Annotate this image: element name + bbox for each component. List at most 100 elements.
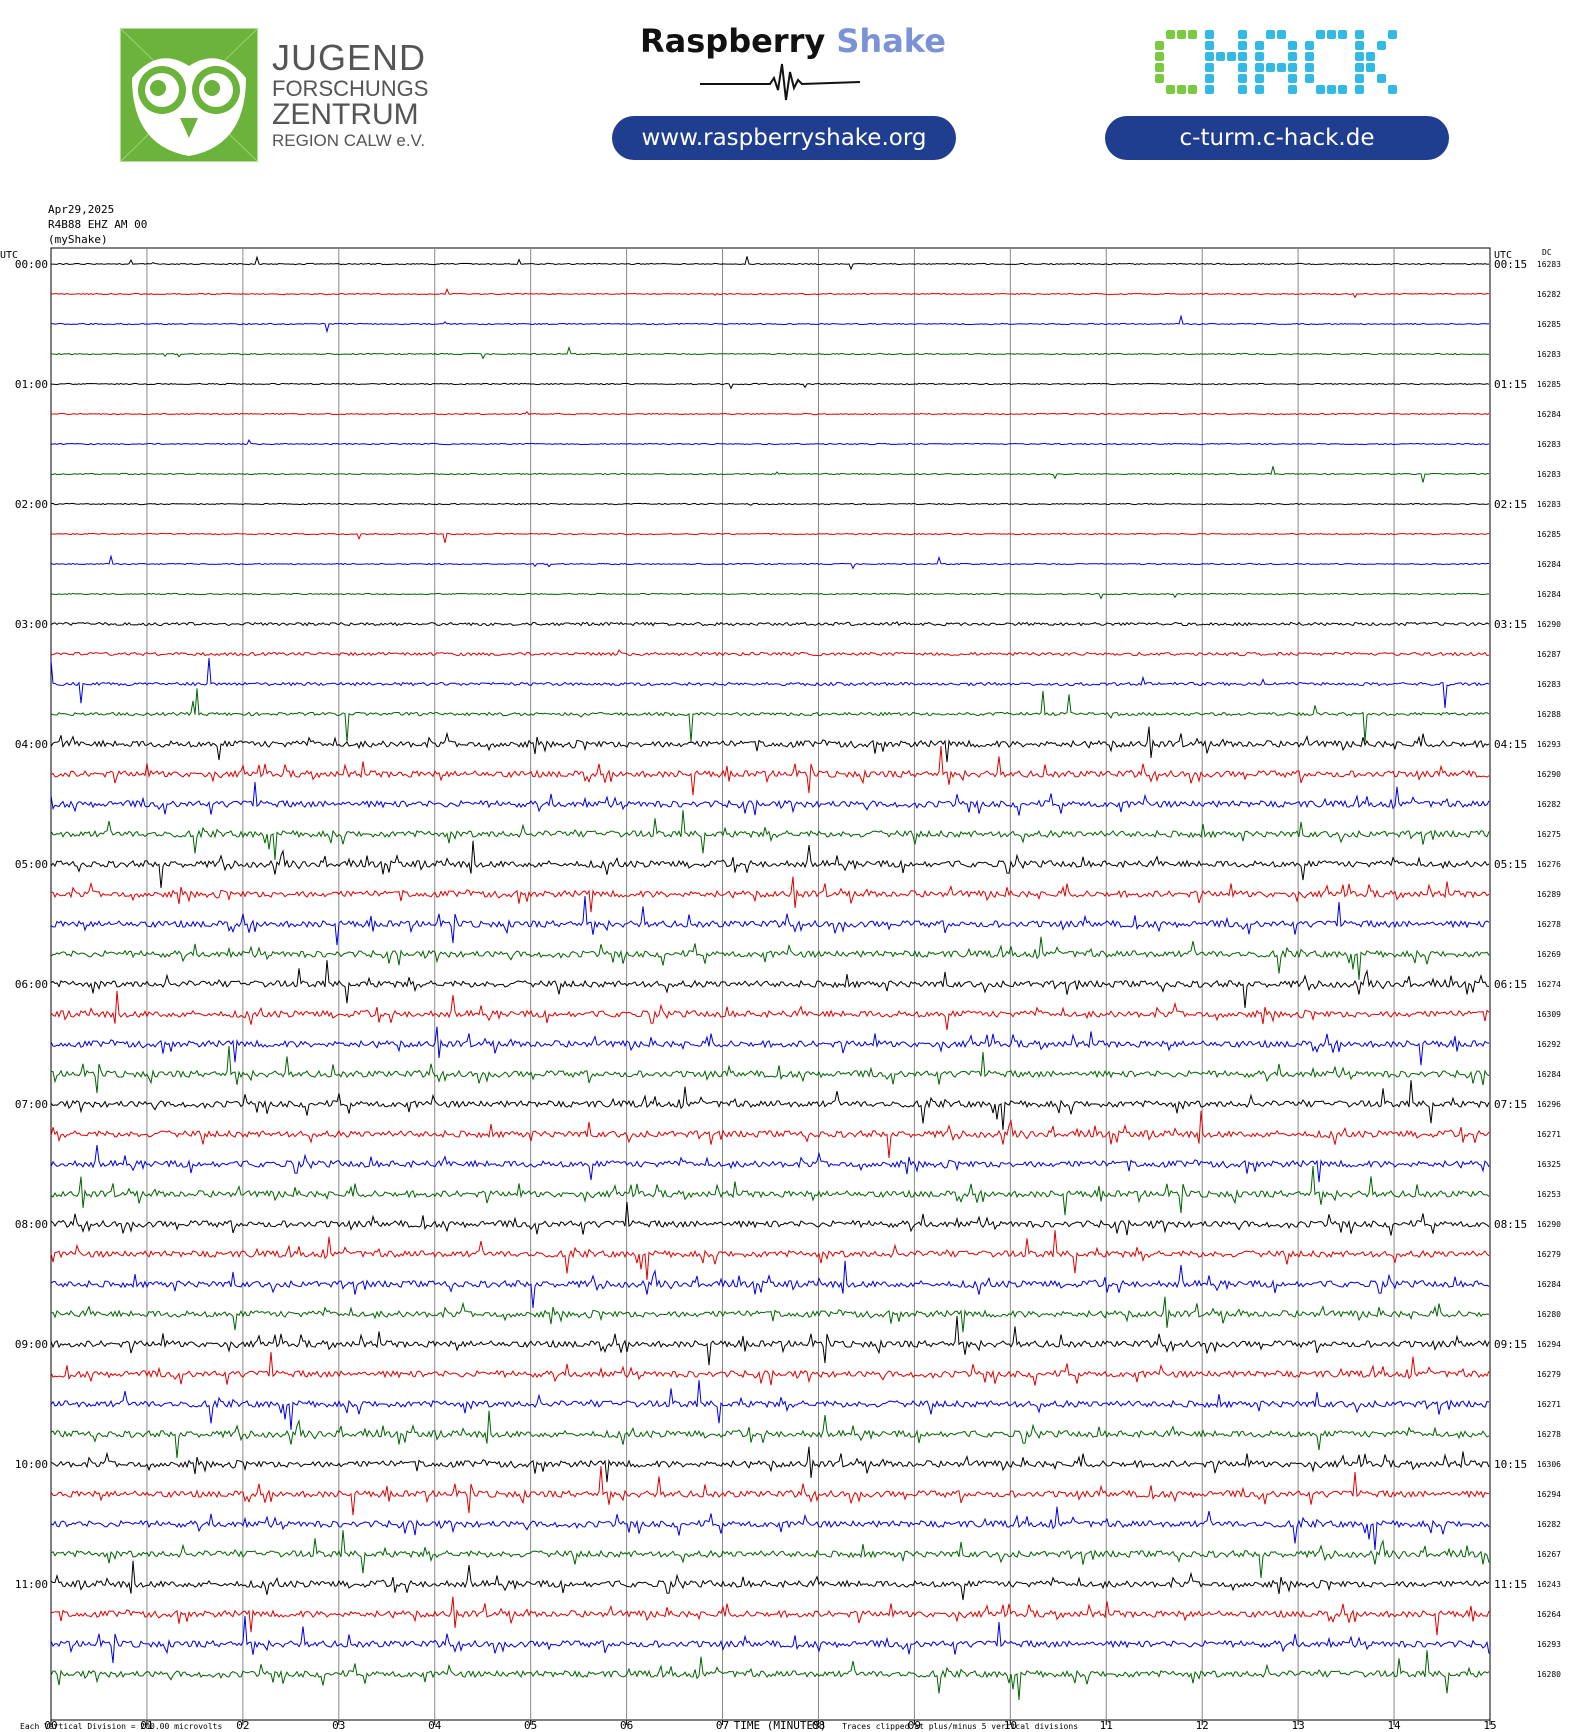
chack-logo-dot — [1288, 41, 1297, 50]
seismic-trace — [50, 990, 1490, 1031]
dc-value-label: 16269 — [1537, 950, 1561, 959]
seismic-trace — [50, 1530, 1490, 1578]
seismic-trace — [50, 1315, 1490, 1366]
dc-value-label: 16283 — [1537, 500, 1561, 509]
dc-value-label: 16290 — [1537, 1220, 1561, 1229]
chack-logo-dot — [1388, 85, 1397, 94]
dc-value-label: 16280 — [1537, 1310, 1561, 1319]
chack-logo-dot — [1238, 30, 1247, 39]
footer-left-note: Each Vertical Division = 200.00 microvol… — [20, 1722, 222, 1731]
rs-brand-b: Shake — [836, 22, 946, 60]
seismic-trace — [50, 649, 1490, 657]
left-time-label: 00:00 — [15, 258, 48, 271]
chack-logo-dot — [1277, 30, 1286, 39]
dc-value-label: 16276 — [1537, 860, 1561, 869]
x-tick-label: 05 — [524, 1719, 537, 1732]
seismic-trace — [50, 960, 1490, 1008]
seismic-trace — [50, 1230, 1490, 1280]
dc-value-label: 16285 — [1537, 530, 1561, 539]
seismic-trace — [50, 1045, 1490, 1094]
right-time-label: 05:15 — [1494, 858, 1527, 871]
dc-value-label: 16278 — [1537, 1430, 1561, 1439]
chack-logo-dot — [1377, 41, 1386, 50]
org-line-3: ZENTRUM — [272, 98, 419, 131]
seismic-trace — [50, 1380, 1490, 1430]
right-time-label: 01:15 — [1494, 378, 1527, 391]
chack-logo-dot — [1366, 63, 1375, 72]
dc-value-label: 16267 — [1537, 1550, 1561, 1559]
dc-value-label: 16278 — [1537, 920, 1561, 929]
left-time-label: 11:00 — [15, 1578, 48, 1591]
org-line-2: FORSCHUNGS — [272, 76, 429, 101]
dc-value-label: 16275 — [1537, 830, 1561, 839]
dc-value-label: 16292 — [1537, 1040, 1561, 1049]
seismic-trace — [50, 1144, 1490, 1183]
chack-logo-dot — [1205, 74, 1214, 83]
rs-brand-a: Raspberry — [640, 22, 826, 60]
x-tick-label: 02 — [236, 1719, 249, 1732]
left-time-label: 10:00 — [15, 1458, 48, 1471]
dc-value-label: 16284 — [1537, 590, 1561, 599]
chack-logo-dot — [1216, 52, 1225, 61]
dc-value-label: 16290 — [1537, 770, 1561, 779]
chack-logo-dot — [1255, 85, 1264, 94]
seismic-trace — [50, 1650, 1490, 1700]
seismic-trace — [50, 895, 1490, 946]
chack-logo-dot — [1155, 63, 1164, 72]
chack-logo-dot — [1238, 52, 1247, 61]
dc-value-label: 16290 — [1537, 620, 1561, 629]
chack-logo-dot — [1188, 85, 1197, 94]
chack-logo-dot — [1255, 41, 1264, 50]
left-axis-label: UTC — [0, 250, 18, 261]
plot-header: Apr29,2025 R4B88 EHZ AM 00 (myShake) — [48, 202, 147, 247]
seismic-trace — [50, 1410, 1490, 1458]
chack-logo-dot — [1238, 41, 1247, 50]
seismic-trace — [50, 936, 1490, 980]
dc-value-label: 16293 — [1537, 1640, 1561, 1649]
dc-value-label: 16296 — [1537, 1100, 1561, 1109]
chack-logo-dot — [1155, 41, 1164, 50]
dc-value-label: 16279 — [1537, 1370, 1561, 1379]
dc-value-label: 16274 — [1537, 980, 1561, 989]
x-axis-title: TIME (MINUTES) — [734, 1719, 827, 1732]
raspberry-shake-logo: Raspberry Shake — [640, 22, 946, 60]
x-tick-label: 03 — [332, 1719, 345, 1732]
dc-value-label: 16271 — [1537, 1130, 1561, 1139]
seismic-trace — [50, 726, 1490, 763]
seismic-trace — [50, 382, 1490, 390]
x-tick-label: 09 — [908, 1719, 921, 1732]
raspberryshake-link[interactable]: www.raspberryshake.org — [612, 116, 956, 160]
seismic-trace — [50, 781, 1490, 816]
chack-logo-dot — [1288, 85, 1297, 94]
owl-logo-icon — [119, 27, 259, 163]
dc-value-label: 16271 — [1537, 1400, 1561, 1409]
chack-logo-dot — [1355, 63, 1364, 72]
seismic-trace — [50, 840, 1490, 888]
dc-value-label: 16283 — [1537, 350, 1561, 359]
dc-value-label: 16309 — [1537, 1010, 1561, 1019]
left-time-label: 03:00 — [15, 618, 48, 631]
seismic-trace — [50, 1465, 1490, 1516]
chack-logo-dot — [1305, 74, 1314, 83]
right-time-label: 06:15 — [1494, 978, 1527, 991]
chack-logo-dot — [1238, 63, 1247, 72]
right-time-label: 00:15 — [1494, 258, 1527, 271]
right-time-label: 07:15 — [1494, 1098, 1527, 1111]
seismic-trace — [50, 1110, 1490, 1158]
chack-logo-dot — [1227, 52, 1236, 61]
x-tick-label: 12 — [1196, 1719, 1209, 1732]
chack-logo-dot — [1305, 41, 1314, 50]
seismic-trace — [50, 1596, 1490, 1636]
left-time-label: 06:00 — [15, 978, 48, 991]
chack-logo-dot — [1205, 85, 1214, 94]
chack-logo-dot — [1205, 63, 1214, 72]
chack-logo-dot — [1166, 85, 1175, 94]
chack-link[interactable]: c-turm.c-hack.de — [1105, 116, 1449, 160]
right-time-label: 09:15 — [1494, 1338, 1527, 1351]
chack-logo-dot — [1316, 30, 1325, 39]
chack-logo-dot — [1205, 41, 1214, 50]
chack-logo-dot — [1177, 30, 1186, 39]
left-time-label: 07:00 — [15, 1098, 48, 1111]
chack-logo-dot — [1177, 85, 1186, 94]
chack-logo-dot — [1238, 74, 1247, 83]
